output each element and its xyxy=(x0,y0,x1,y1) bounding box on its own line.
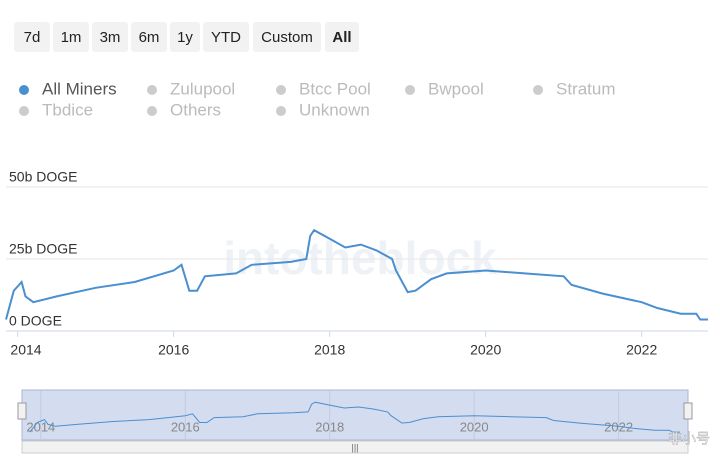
range-button-label[interactable]: 1m xyxy=(61,29,82,46)
legend-marker[interactable] xyxy=(276,85,286,95)
scrollbar-grip: ||| xyxy=(351,442,358,452)
range-button-label[interactable]: 1y xyxy=(177,29,193,46)
x-tick-label: 2020 xyxy=(470,342,501,358)
legend-label[interactable]: Btcc Pool xyxy=(299,79,371,98)
y-tick-label: 0 DOGE xyxy=(9,313,62,329)
range-button[interactable] xyxy=(131,22,167,52)
legend-label[interactable]: Others xyxy=(170,100,221,119)
range-button[interactable] xyxy=(325,22,359,52)
y-tick-label: 50b DOGE xyxy=(9,169,77,185)
legend-label[interactable]: Zulupool xyxy=(170,79,235,98)
range-button[interactable] xyxy=(92,22,128,52)
range-button-label[interactable]: 7d xyxy=(24,29,41,46)
range-button[interactable] xyxy=(253,22,321,52)
range-button-label[interactable]: 3m xyxy=(100,29,121,46)
legend-label[interactable]: Unknown xyxy=(299,100,370,119)
range-button-label[interactable]: All xyxy=(332,29,351,46)
navigator-handle[interactable] xyxy=(683,402,693,420)
range-button[interactable] xyxy=(203,22,249,52)
series-line xyxy=(5,228,708,321)
range-button-label[interactable]: YTD xyxy=(211,29,241,46)
navigator-tick-label: 2018 xyxy=(315,419,344,434)
navigator-tick-label: 2022 xyxy=(604,419,633,434)
scrollbar[interactable] xyxy=(21,440,689,454)
range-button-label[interactable]: 6m xyxy=(139,29,160,46)
x-tick-label: 2022 xyxy=(626,342,657,358)
navigator-line xyxy=(29,401,680,433)
navigator-handle[interactable] xyxy=(17,402,27,420)
x-tick-label: 2018 xyxy=(314,342,345,358)
legend-marker[interactable] xyxy=(276,106,286,116)
navigator-background xyxy=(21,389,689,441)
range-button-label[interactable]: Custom xyxy=(261,29,313,46)
legend-label[interactable]: Stratum xyxy=(556,79,616,98)
legend-marker[interactable] xyxy=(147,106,157,116)
range-button[interactable] xyxy=(14,22,50,52)
legend-marker[interactable] xyxy=(533,85,543,95)
corner-logo: 非小号 xyxy=(668,431,710,447)
x-tick-label: 2016 xyxy=(158,342,189,358)
legend-label[interactable]: All Miners xyxy=(42,79,117,98)
legend-marker[interactable] xyxy=(19,85,29,95)
navigator-tick-label: 2020 xyxy=(460,419,489,434)
legend-marker[interactable] xyxy=(405,85,415,95)
range-button[interactable] xyxy=(170,22,200,52)
x-tick-label: 2014 xyxy=(10,342,41,358)
range-button[interactable] xyxy=(53,22,89,52)
watermark: intotheblock xyxy=(223,232,497,284)
navigator-tick-label: 2014 xyxy=(26,419,55,434)
legend-label[interactable]: Bwpool xyxy=(428,79,484,98)
legend-marker[interactable] xyxy=(147,85,157,95)
y-tick-label: 25b DOGE xyxy=(9,241,77,257)
legend-label[interactable]: Tbdice xyxy=(42,100,93,119)
legend-marker[interactable] xyxy=(19,106,29,116)
navigator-tick-label: 2016 xyxy=(171,419,200,434)
